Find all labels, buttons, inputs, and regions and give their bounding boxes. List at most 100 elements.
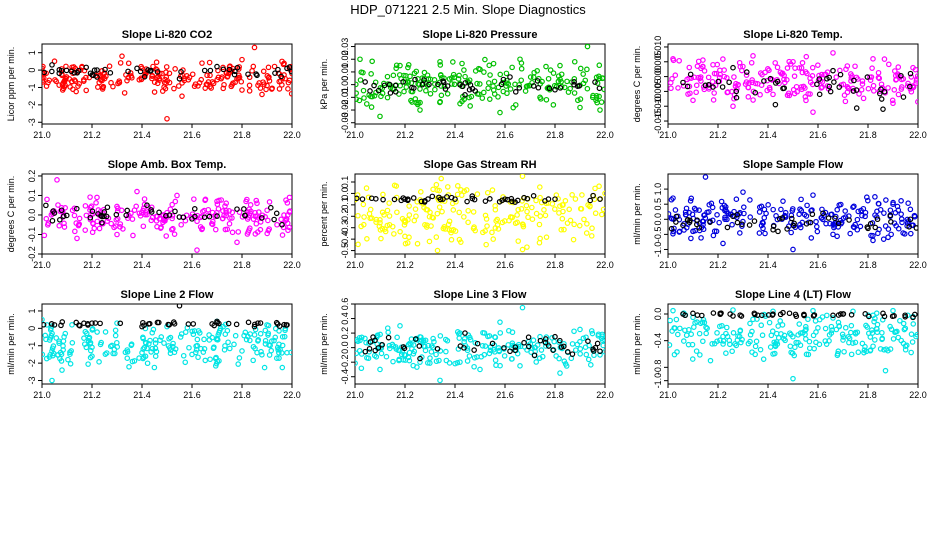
data-point — [221, 347, 228, 353]
data-point — [875, 69, 882, 76]
data-point — [77, 322, 83, 329]
x-tick-label: 21.4 — [133, 130, 151, 140]
data-point — [427, 360, 433, 366]
data-point — [449, 200, 456, 207]
data-point — [168, 226, 175, 233]
data-point — [740, 204, 747, 210]
data-point — [246, 82, 253, 89]
y-tick-label: 0.01 — [340, 63, 350, 81]
data-point — [857, 223, 864, 230]
data-point — [225, 339, 231, 346]
y-tick-label: -0.3 — [340, 220, 350, 236]
data-point — [803, 326, 809, 333]
data-point — [116, 79, 123, 86]
data-point — [257, 330, 264, 337]
data-point — [851, 77, 857, 84]
data-point — [380, 191, 386, 198]
data-point — [145, 321, 152, 327]
data-point — [715, 78, 722, 85]
data-point — [560, 208, 566, 215]
data-point — [358, 334, 365, 341]
data-point — [462, 91, 468, 98]
data-point — [856, 91, 862, 97]
data-point — [86, 334, 93, 341]
data-point — [823, 341, 830, 347]
data-point — [482, 198, 489, 204]
data-point — [552, 196, 558, 202]
data-point — [401, 345, 408, 352]
data-point — [486, 62, 493, 69]
data-point — [130, 232, 136, 239]
data-point — [201, 336, 207, 343]
plot-marks — [668, 307, 918, 382]
data-point — [569, 351, 576, 357]
data-point — [149, 75, 155, 82]
data-point — [190, 321, 197, 327]
data-point — [898, 86, 905, 92]
data-point — [389, 223, 396, 230]
data-point — [133, 203, 139, 210]
y-tick-label: -0.010 — [653, 93, 663, 119]
data-point — [864, 74, 871, 80]
data-point — [690, 97, 696, 104]
data-point — [464, 347, 471, 354]
data-point — [724, 216, 730, 223]
data-point — [89, 211, 96, 217]
data-point — [413, 213, 419, 220]
data-point — [723, 350, 729, 356]
data-point — [705, 74, 712, 81]
data-point — [231, 71, 238, 78]
data-point — [584, 66, 590, 73]
data-point — [522, 88, 529, 94]
data-point — [469, 195, 476, 202]
data-point — [112, 327, 119, 334]
data-point — [451, 81, 458, 88]
data-point — [42, 351, 46, 358]
data-point — [521, 339, 527, 346]
data-point — [827, 220, 833, 227]
data-point — [147, 337, 153, 344]
data-point — [688, 195, 695, 202]
data-point — [239, 87, 245, 93]
data-point — [209, 334, 216, 341]
data-point — [512, 199, 518, 205]
data-point — [110, 83, 116, 90]
data-point — [778, 331, 784, 337]
y-tick-label: -3 — [27, 118, 37, 126]
data-point — [88, 203, 95, 210]
data-point — [689, 356, 696, 362]
data-point — [749, 349, 755, 355]
data-point — [577, 65, 584, 72]
data-point — [437, 58, 443, 65]
data-point — [112, 332, 119, 339]
data-point — [719, 204, 726, 211]
data-point — [89, 353, 95, 359]
data-point — [719, 84, 726, 90]
data-point — [503, 70, 510, 77]
plot-frame — [667, 43, 919, 125]
data-point — [65, 356, 71, 363]
y-tick-label: -0.01 — [340, 87, 350, 108]
data-point — [518, 65, 525, 72]
data-point — [826, 83, 833, 90]
data-point — [424, 72, 431, 79]
data-point — [818, 215, 825, 221]
data-point — [422, 343, 428, 350]
data-point — [826, 332, 833, 338]
data-point — [152, 337, 159, 343]
data-point — [869, 327, 875, 333]
data-point — [781, 335, 787, 342]
data-point — [815, 325, 821, 331]
data-point — [841, 92, 848, 98]
data-point — [720, 56, 726, 62]
data-point — [42, 232, 48, 239]
data-point — [474, 340, 481, 347]
data-point — [851, 203, 857, 210]
data-point — [717, 337, 723, 344]
data-point — [366, 210, 373, 217]
data-point — [552, 333, 558, 340]
data-point — [405, 341, 412, 348]
data-point — [890, 307, 896, 314]
data-point — [450, 207, 457, 213]
data-point — [756, 204, 763, 210]
